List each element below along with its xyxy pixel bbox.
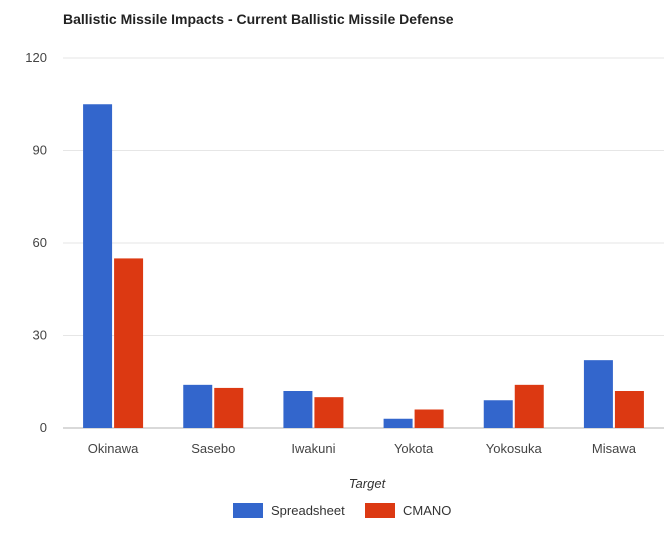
gridlines [63,57,664,429]
bar-cmano-okinawa [114,258,144,428]
x-tick-label: Sasebo [191,441,235,456]
bar-spreadsheet-iwakuni [283,391,313,428]
chart-title: Ballistic Missile Impacts - Current Ball… [63,11,454,27]
x-tick-label: Yokota [394,441,434,456]
y-tick-label: 90 [33,143,47,158]
legend-label-spreadsheet: Spreadsheet [271,503,345,518]
bar-cmano-sasebo [214,387,244,428]
bar-spreadsheet-yokosuka [483,400,513,428]
legend-label-cmano: CMANO [403,503,451,518]
bar-spreadsheet-okinawa [83,104,113,428]
x-tick-label: Misawa [592,441,637,456]
legend-swatch-spreadsheet [233,503,263,518]
legend-swatch-cmano [365,503,395,518]
y-tick-label: 60 [33,235,47,250]
y-tick-label: 0 [40,420,47,435]
bar-cmano-yokosuka [514,384,544,428]
y-axis-ticks: 0 30 60 90 120 [25,50,47,435]
x-axis-ticks: Okinawa Sasebo Iwakuni Yokota Yokosuka Misawa [88,441,637,456]
bar-cmano-misawa [614,391,644,428]
bar-spreadsheet-yokota [383,418,413,428]
bar-spreadsheet-sasebo [183,384,213,428]
x-tick-label: Iwakuni [291,441,335,456]
bar-spreadsheet-misawa [583,360,613,428]
y-tick-label: 120 [25,50,47,65]
bar-cmano-yokota [414,409,444,428]
x-tick-label: Yokosuka [486,441,543,456]
x-axis-title: Target [349,476,387,491]
y-tick-label: 30 [33,328,47,343]
x-tick-label: Okinawa [88,441,139,456]
bars [83,104,644,428]
legend: Spreadsheet CMANO [233,503,451,518]
bar-cmano-iwakuni [314,397,344,428]
